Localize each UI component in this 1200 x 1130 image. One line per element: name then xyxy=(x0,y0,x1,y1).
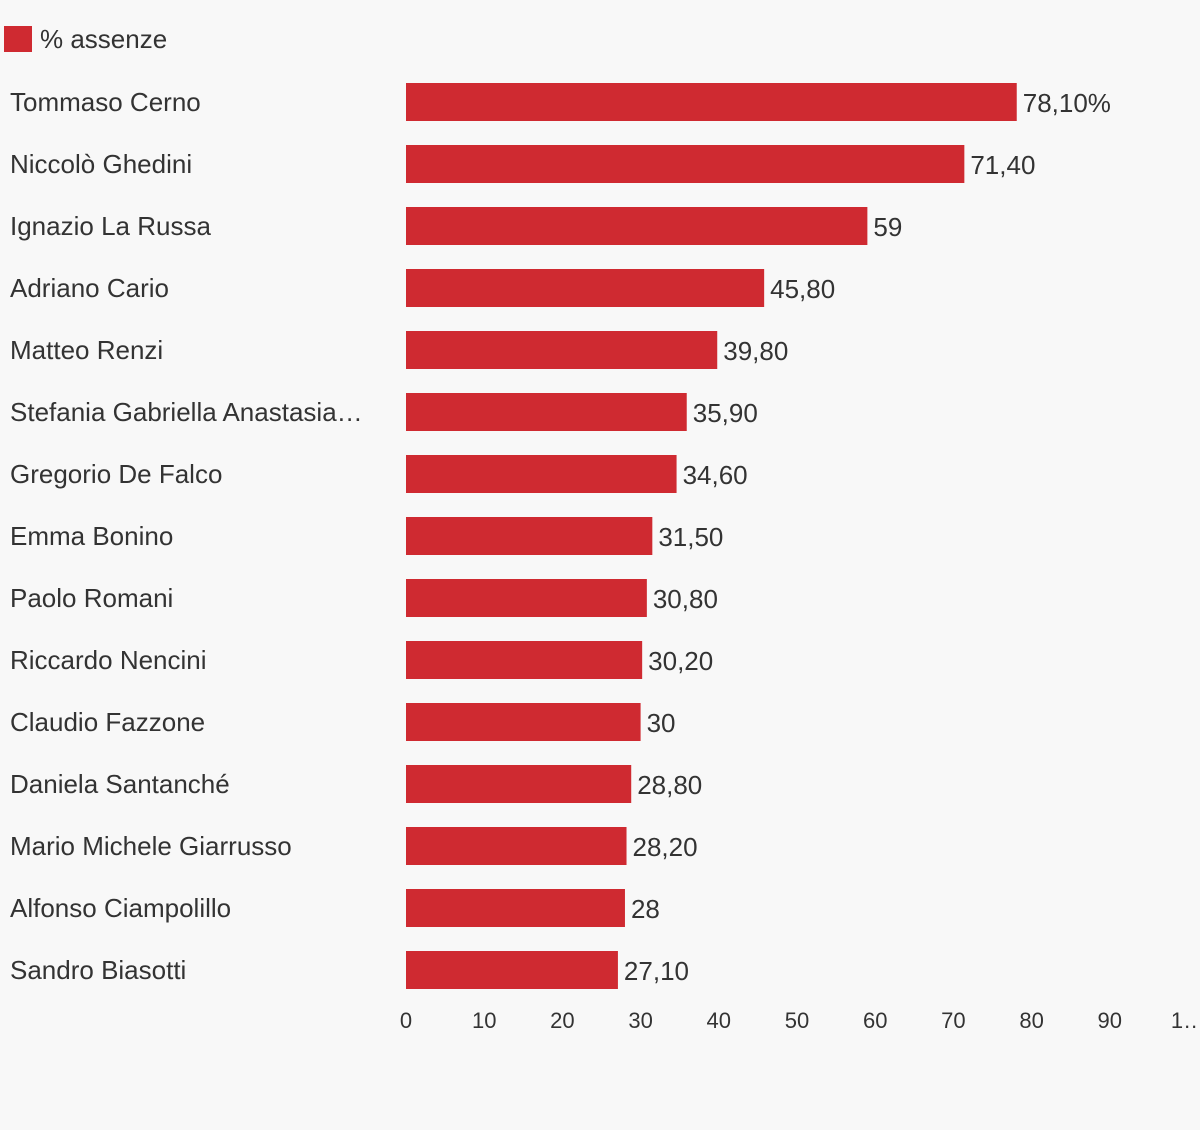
bar xyxy=(406,889,625,927)
x-tick-label: 30 xyxy=(628,1008,652,1033)
x-tick-label: 70 xyxy=(941,1008,965,1033)
value-label: 28 xyxy=(631,894,660,924)
bar xyxy=(406,641,643,679)
y-tick-label: Riccardo Nencini xyxy=(10,645,207,675)
bar xyxy=(406,951,618,989)
x-tick-label: 20 xyxy=(550,1008,574,1033)
y-tick-label: Alfonso Ciampolillo xyxy=(10,893,231,923)
x-tick-label: 90 xyxy=(1098,1008,1122,1033)
x-tick-label: 40 xyxy=(707,1008,731,1033)
y-tick-label: Daniela Santanché xyxy=(10,769,230,799)
y-tick-label: Mario Michele Giarrusso xyxy=(10,831,292,861)
value-label: 71,40 xyxy=(970,150,1035,180)
bar xyxy=(406,83,1017,121)
y-tick-label: Niccolò Ghedini xyxy=(10,149,192,179)
value-label: 28,20 xyxy=(633,832,698,862)
y-tick-label: Adriano Cario xyxy=(10,273,169,303)
y-tick-label: Ignazio La Russa xyxy=(10,211,211,241)
value-label: 27,10 xyxy=(624,956,689,986)
bar xyxy=(406,393,687,431)
value-label: 30 xyxy=(647,708,676,738)
bar xyxy=(406,765,632,803)
value-label: 30,20 xyxy=(648,646,713,676)
value-label: 45,80 xyxy=(770,274,835,304)
bar xyxy=(406,331,718,369)
y-tick-label: Paolo Romani xyxy=(10,583,173,613)
x-tick-label: 50 xyxy=(785,1008,809,1033)
x-tick-label: 1… xyxy=(1171,1008,1200,1033)
x-tick-label: 10 xyxy=(472,1008,496,1033)
value-label: 39,80 xyxy=(723,336,788,366)
bar xyxy=(406,517,653,555)
value-label: 30,80 xyxy=(653,584,718,614)
bar xyxy=(406,579,647,617)
bar xyxy=(406,269,765,307)
legend-swatch xyxy=(4,26,32,52)
bar xyxy=(406,207,868,245)
y-tick-label: Gregorio De Falco xyxy=(10,459,222,489)
y-tick-label: Sandro Biasotti xyxy=(10,955,186,985)
x-tick-label: 60 xyxy=(863,1008,887,1033)
y-tick-label: Emma Bonino xyxy=(10,521,173,551)
bar xyxy=(406,145,965,183)
legend-label: % assenze xyxy=(40,24,167,54)
bar xyxy=(406,703,641,741)
value-label: 34,60 xyxy=(683,460,748,490)
y-tick-label: Claudio Fazzone xyxy=(10,707,205,737)
x-tick-label: 80 xyxy=(1019,1008,1043,1033)
y-tick-label: Matteo Renzi xyxy=(10,335,163,365)
y-tick-label: Stefania Gabriella Anastasia… xyxy=(10,397,363,427)
bar xyxy=(406,455,677,493)
bar xyxy=(406,827,627,865)
value-label: 31,50 xyxy=(658,522,723,552)
y-tick-label: Tommaso Cerno xyxy=(10,87,201,117)
value-label: 78,10% xyxy=(1023,88,1111,118)
value-label: 59 xyxy=(873,212,902,242)
x-tick-label: 0 xyxy=(400,1008,412,1033)
value-label: 35,90 xyxy=(693,398,758,428)
value-label: 28,80 xyxy=(637,770,702,800)
